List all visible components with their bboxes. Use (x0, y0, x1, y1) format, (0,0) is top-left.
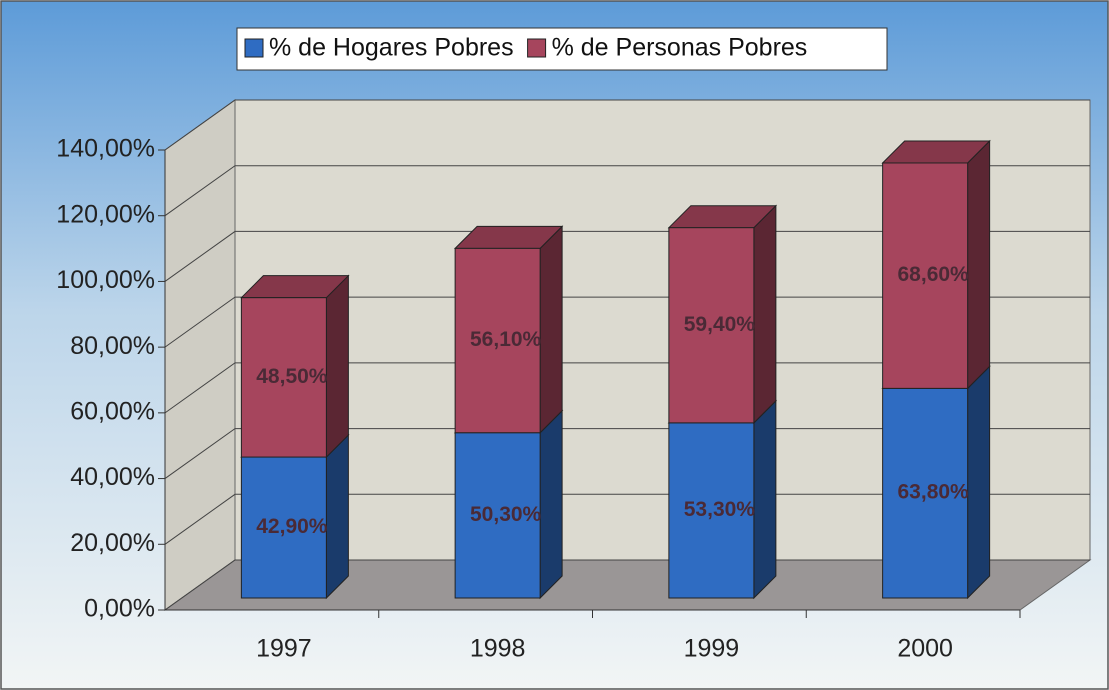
x-tick-label: 1997 (256, 635, 312, 663)
side-wall (164, 99, 236, 611)
legend-swatch (527, 38, 547, 58)
bar-front (668, 227, 755, 424)
legend-swatch (244, 38, 264, 58)
bar-front (882, 162, 969, 389)
data-label: 68,60% (898, 263, 970, 286)
y-tick-label: 80,00% (70, 332, 155, 360)
legend-label: % de Personas Pobres (552, 34, 808, 62)
bar-front (240, 456, 327, 599)
grid-line (164, 559, 1090, 611)
x-tick-label: 1999 (684, 635, 740, 663)
bar-side (967, 365, 991, 600)
grid-line (164, 165, 1090, 217)
grid-line (164, 428, 1090, 479)
bar-segment (240, 274, 350, 459)
data-label: 56,10% (470, 328, 542, 351)
y-tick-label: 140,00% (56, 135, 155, 163)
bar-side (753, 399, 777, 600)
bar-side (753, 204, 777, 425)
y-tick-label: 40,00% (70, 463, 155, 491)
grid-line (164, 362, 1090, 414)
data-label: 59,40% (684, 313, 756, 336)
y-tick-label: 60,00% (70, 397, 155, 425)
data-label: 42,90% (256, 515, 328, 538)
legend-box (236, 27, 888, 71)
grid-line (164, 493, 1090, 545)
x-tick-label: 1998 (470, 635, 526, 663)
bar-side (967, 139, 991, 390)
y-tick-label: 100,00% (56, 266, 155, 294)
bar-side (539, 225, 563, 434)
bar-front (668, 422, 755, 599)
legend: % de Hogares Pobres % de Personas Pobres (236, 27, 888, 71)
bar-side (539, 409, 563, 600)
grid-line (164, 99, 1090, 151)
grid-line (164, 296, 1090, 348)
data-label: 50,30% (470, 503, 542, 526)
y-tick-label: 20,00% (70, 529, 155, 557)
data-label: 48,50% (256, 365, 328, 388)
grid-line (164, 230, 1090, 282)
bar-side (325, 274, 349, 459)
bar-front (240, 297, 327, 458)
y-tick-label: 120,00% (56, 200, 155, 228)
legend-label: % de Hogares Pobres (269, 34, 514, 62)
y-tick-label: 0,00% (84, 595, 155, 623)
data-label: 63,80% (898, 481, 970, 504)
bar-segment (453, 225, 564, 434)
bar-front (454, 432, 541, 599)
bar-side (325, 433, 349, 600)
bar-front (454, 247, 541, 434)
x-tick-label: 2000 (897, 635, 953, 663)
bar-segment (667, 204, 778, 425)
bar-segment (881, 139, 991, 390)
data-label: 53,30% (684, 498, 756, 521)
